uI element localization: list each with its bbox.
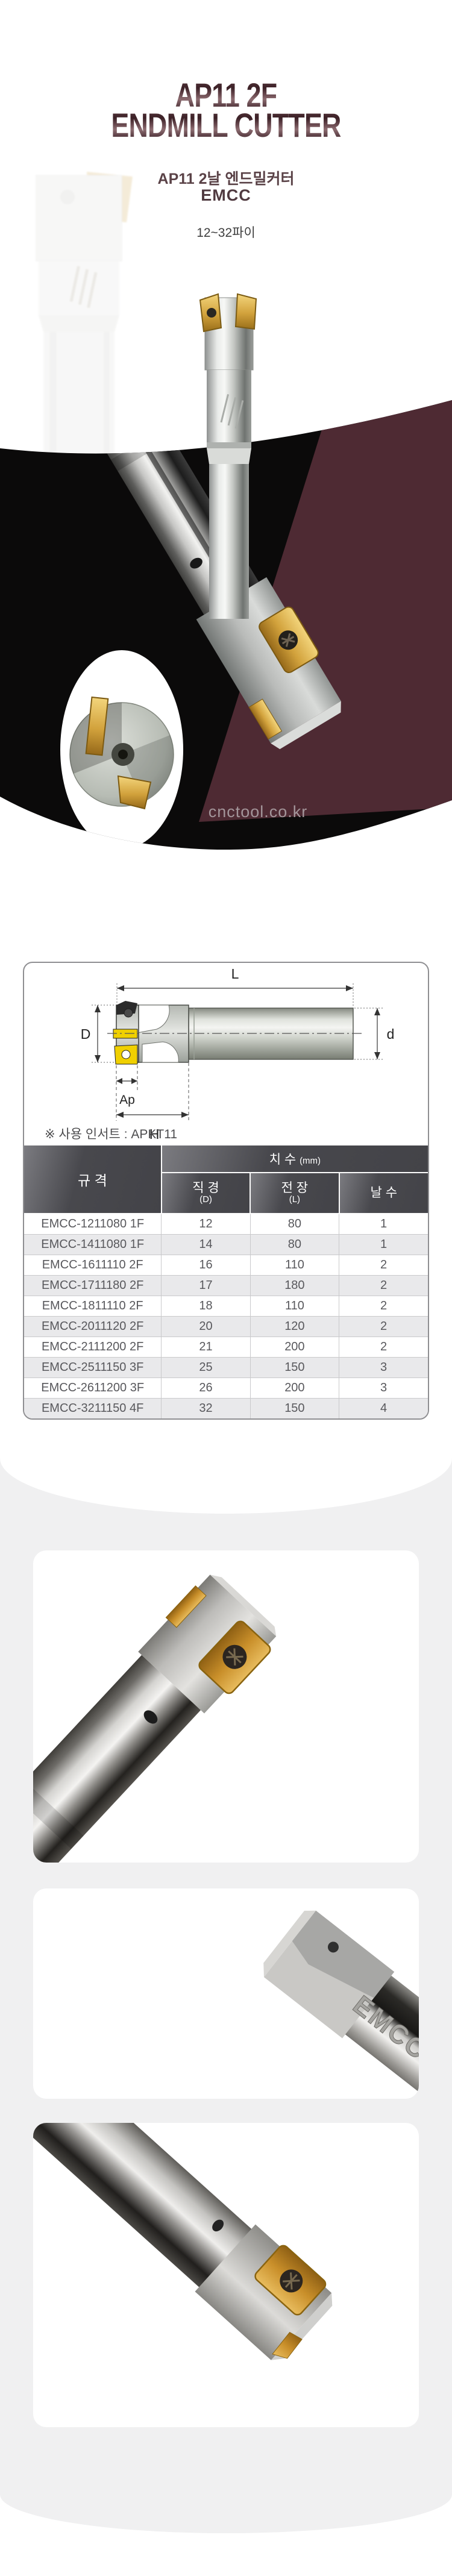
cell-l: 150: [250, 1398, 340, 1418]
title-text-1: AP11 2F: [45, 78, 407, 112]
cell-flutes: 3: [339, 1357, 428, 1378]
cell-d: 26: [161, 1377, 251, 1399]
cell-spec: EMCC-2511150 3F: [24, 1357, 162, 1378]
cell-d: 18: [161, 1296, 251, 1317]
table-row: EMCC-1611110 2F 16 110 2: [24, 1255, 428, 1276]
end-view-inset: [60, 650, 183, 849]
col-header-diameter: 직 경 (D): [161, 1173, 251, 1214]
cell-flutes: 2: [339, 1337, 428, 1358]
table-row: EMCC-1211080 1F 12 80 1: [24, 1213, 428, 1235]
dim-label-Ap: Ap: [119, 1093, 135, 1107]
table-row: EMCC-3211150 4F 32 150 4: [24, 1398, 428, 1418]
cell-spec: EMCC-3211150 4F: [24, 1398, 162, 1418]
length-sub-label: (L): [289, 1194, 301, 1205]
endmill-tip-photo: [33, 1575, 277, 1863]
gold-insert-icon: [234, 293, 257, 330]
cell-spec: EMCC-1411080 1F: [24, 1234, 162, 1255]
gold-insert-icon: [85, 696, 109, 756]
size-range: 12~32파이: [196, 226, 256, 240]
length-label: 전 장: [281, 1181, 309, 1196]
endmill-side-photo: EMCC: [263, 1910, 419, 2099]
hero-dark-backdrop: cnctool.co.kr: [0, 400, 452, 850]
cell-spec: EMCC-2011120 2F: [24, 1316, 162, 1337]
subtitle-korean: AP11 2날 엔드밀커터: [157, 171, 295, 187]
cell-l: 180: [250, 1275, 340, 1296]
dim-label-d: d: [387, 1026, 395, 1042]
cell-flutes: 1: [339, 1234, 428, 1255]
hero-standing-endmill: [199, 293, 257, 619]
product-photo-card-2: EMCC: [33, 1888, 419, 2099]
table-row: EMCC-2611200 3F 26 200 3: [24, 1377, 428, 1399]
col-header-length: 전 장 (L): [250, 1173, 340, 1214]
cell-d: 25: [161, 1357, 251, 1378]
dim-label-L: L: [231, 966, 239, 982]
col-header-dims-group: 치 수 (mm): [160, 1145, 428, 1173]
cell-flutes: 2: [339, 1316, 428, 1337]
product-photo-card-3: [33, 2123, 419, 2427]
dim-label-D: D: [81, 1026, 91, 1042]
cell-d: 17: [161, 1275, 251, 1296]
cell-d: 12: [161, 1213, 251, 1235]
spec-table: 규 격 치 수 (mm) 직 경 (D) 전 장 (L) 날 수 EMCC-12…: [24, 1145, 428, 1418]
diameter-label: 직 경: [192, 1181, 219, 1196]
spec-panel: L D d Ap H ※ 사용 인서트 : APKT11 규 격: [23, 962, 429, 1420]
cell-flutes: 4: [339, 1398, 428, 1418]
cell-spec: EMCC-2611200 3F: [24, 1377, 162, 1399]
cell-spec: EMCC-1611110 2F: [24, 1255, 162, 1276]
dim-label-H: H: [149, 1126, 160, 1142]
cell-d: 14: [161, 1234, 251, 1255]
cell-d: 32: [161, 1398, 251, 1418]
cell-l: 80: [250, 1213, 340, 1235]
table-row: EMCC-1411080 1F 14 80 1: [24, 1234, 428, 1255]
bottom-curve-section: [0, 2495, 452, 2576]
dimension-diagram: L D d Ap H: [81, 966, 395, 1142]
photo-section: EMCC: [0, 1458, 452, 2495]
watermark: cnctool.co.kr: [209, 803, 308, 821]
faded-endmill-photo: [36, 172, 133, 454]
dims-group-label: 치 수: [269, 1153, 297, 1167]
endmill-head-photo: [33, 2123, 333, 2360]
cell-l: 110: [250, 1296, 340, 1317]
cell-flutes: 2: [339, 1275, 428, 1296]
section-curve-bottom: [0, 2495, 452, 2533]
col-header-flutes: 날 수: [338, 1173, 428, 1214]
page-title-line1: AP11 2F: [0, 78, 452, 112]
table-row: EMCC-2511150 3F 25 150 3: [24, 1357, 428, 1378]
table-row: EMCC-2111200 2F 21 200 2: [24, 1337, 428, 1358]
cell-spec: EMCC-2111200 2F: [24, 1337, 162, 1358]
col-header-spec: 규 격: [24, 1145, 162, 1214]
model-code: EMCC: [201, 186, 251, 204]
product-photo-card-1: [33, 1550, 419, 1863]
title-text-2: ENDMILL CUTTER: [45, 108, 407, 142]
cell-flutes: 3: [339, 1377, 428, 1399]
section-curve-top: [0, 1458, 452, 1514]
cell-spec: EMCC-1811110 2F: [24, 1296, 162, 1317]
cell-spec: EMCC-1211080 1F: [24, 1213, 162, 1235]
cell-flutes: 2: [339, 1255, 428, 1276]
table-row: EMCC-2011120 2F 20 120 2: [24, 1316, 428, 1337]
dims-unit-label: (mm): [300, 1156, 321, 1166]
gold-insert-icon: [117, 775, 152, 810]
page-title-line2: ENDMILL CUTTER: [0, 108, 452, 142]
insert-note: ※ 사용 인서트 : APKT11: [45, 1127, 178, 1141]
table-row: EMCC-1711180 2F 17 180 2: [24, 1275, 428, 1296]
cell-l: 110: [250, 1255, 340, 1276]
gold-insert-icon: [272, 2331, 303, 2359]
table-row: EMCC-1811110 2F 18 110 2: [24, 1296, 428, 1317]
cell-d: 21: [161, 1337, 251, 1358]
cell-d: 16: [161, 1255, 251, 1276]
cell-spec: EMCC-1711180 2F: [24, 1275, 162, 1296]
cell-l: 200: [250, 1337, 340, 1358]
cell-flutes: 2: [339, 1296, 428, 1317]
cell-l: 120: [250, 1316, 340, 1337]
gold-insert-icon: [165, 1585, 207, 1628]
flutes-label: 날 수: [370, 1186, 398, 1200]
cell-l: 150: [250, 1357, 340, 1378]
cell-d: 20: [161, 1316, 251, 1337]
diameter-sub-label: (D): [199, 1194, 212, 1205]
cell-l: 200: [250, 1377, 340, 1399]
cell-l: 80: [250, 1234, 340, 1255]
cell-flutes: 1: [339, 1213, 428, 1235]
